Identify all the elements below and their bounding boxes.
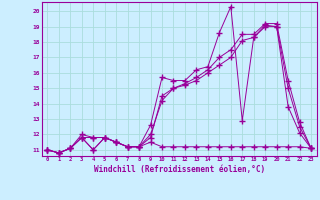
X-axis label: Windchill (Refroidissement éolien,°C): Windchill (Refroidissement éolien,°C) (94, 165, 265, 174)
